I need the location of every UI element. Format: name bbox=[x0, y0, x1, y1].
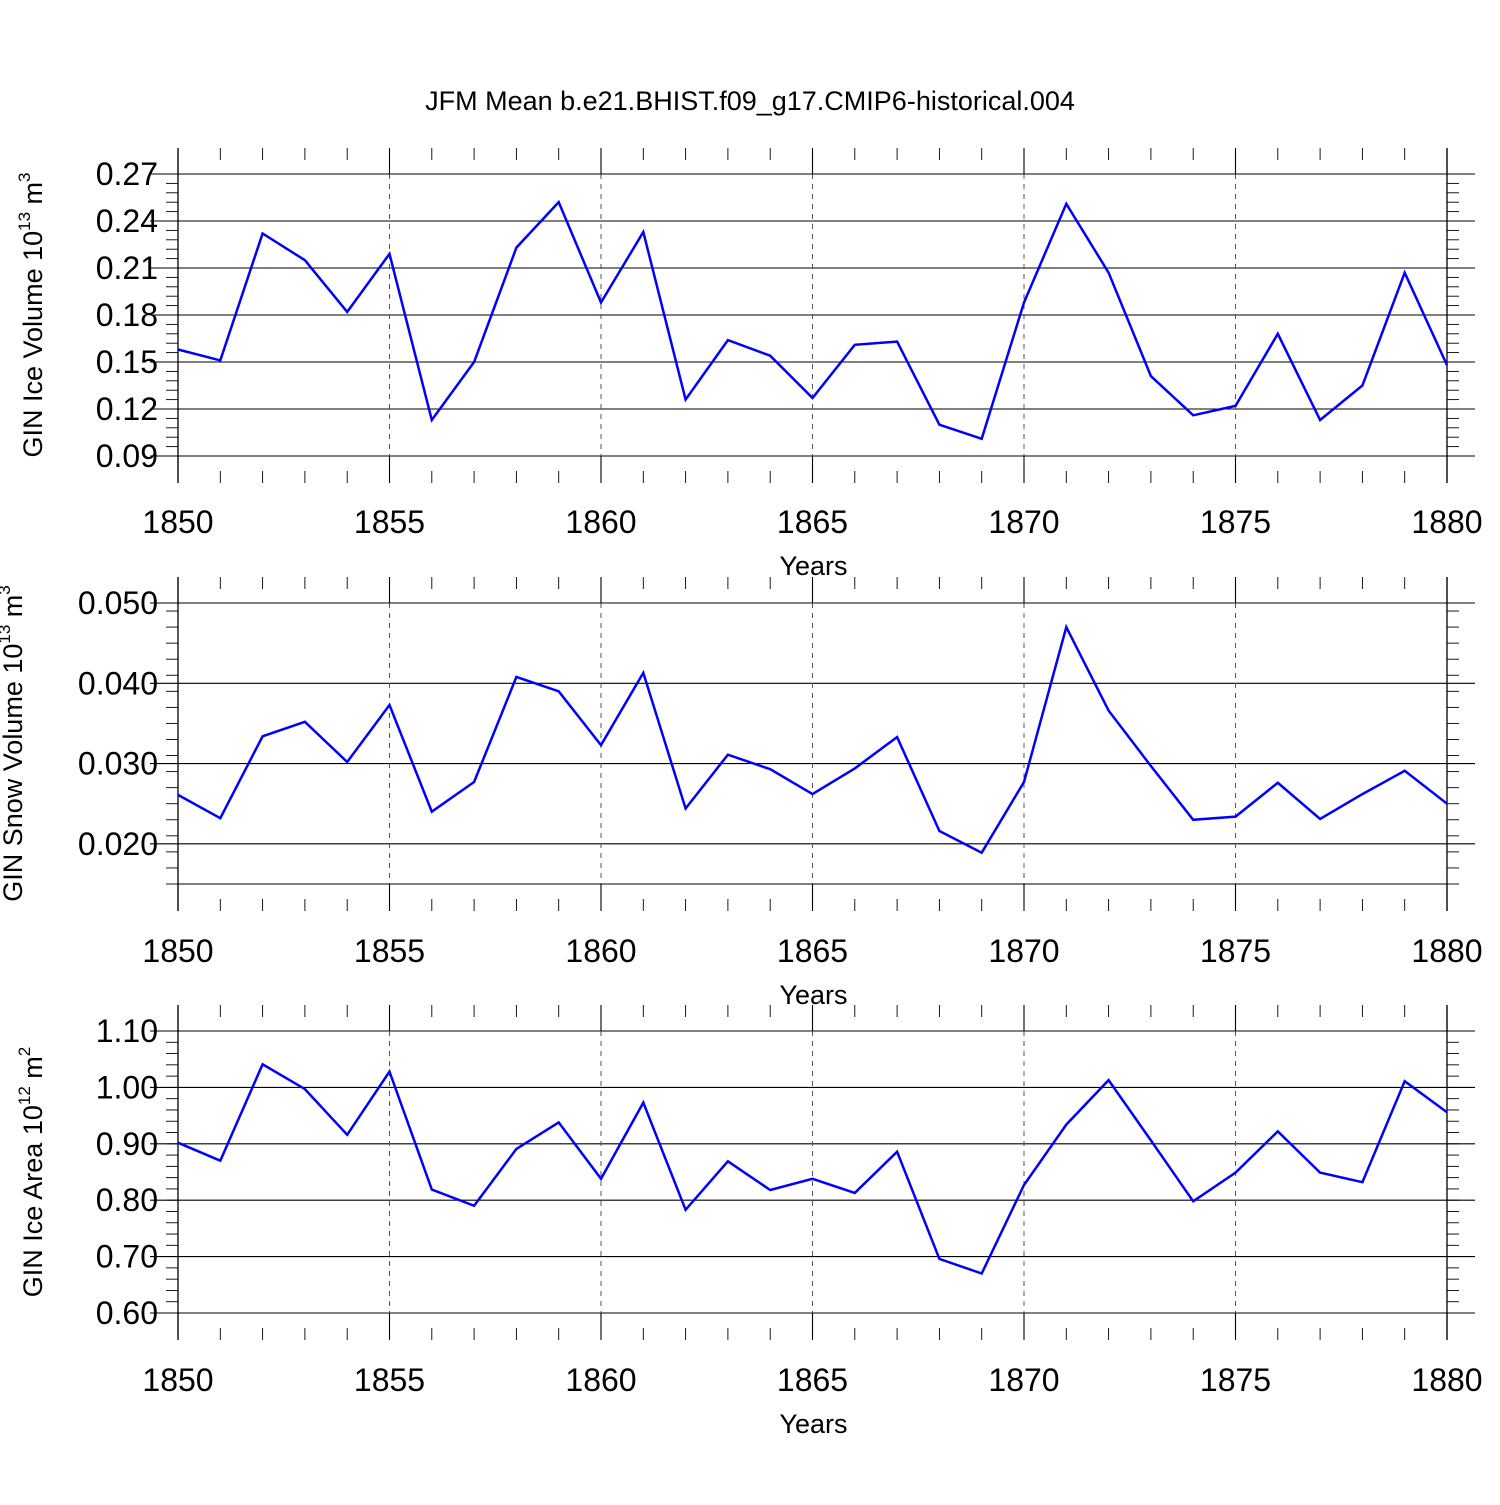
y-axis-label-superscript: 13 bbox=[15, 212, 34, 231]
x-tick-label: 1855 bbox=[354, 1362, 425, 1398]
x-tick-label: 1870 bbox=[988, 1362, 1059, 1398]
panel-3: 0.60 0.70 0.80 0.90 1.00 1.10 1850 1855 1860 1865… bbox=[15, 1005, 1483, 1439]
x-tick-label: 1870 bbox=[988, 933, 1059, 969]
y-axis-label-superscript: 3 bbox=[15, 172, 34, 181]
y-tick-label: 1.00 bbox=[96, 1069, 158, 1105]
y-tick-label: 0.24 bbox=[96, 203, 158, 239]
x-tick-label: 1855 bbox=[354, 933, 425, 969]
y-tick-label: 0.050 bbox=[78, 585, 158, 621]
x-tick-label: 1860 bbox=[565, 933, 636, 969]
y-axis-label-superscript: 12 bbox=[15, 1086, 34, 1105]
y-axis-label-superscript: 2 bbox=[15, 1047, 34, 1056]
series-line bbox=[177, 1062, 1448, 1276]
y-tick-label: 0.21 bbox=[96, 250, 158, 286]
y-axis-label: GIN Ice Volume 1013 m3 bbox=[15, 172, 48, 457]
x-tick-label: 1855 bbox=[354, 504, 425, 540]
y-tick-label: 0.60 bbox=[96, 1295, 158, 1331]
y-tick-label: 0.020 bbox=[78, 826, 158, 862]
y-tick-label: 0.70 bbox=[96, 1239, 158, 1275]
y-axis-label: GIN Snow Volume 1013 m3 bbox=[0, 585, 28, 902]
y-axis-label-text: m bbox=[18, 1056, 48, 1086]
x-tick-label: 1875 bbox=[1200, 933, 1271, 969]
x-tick-label: 1865 bbox=[777, 1362, 848, 1398]
x-tick-label: 1865 bbox=[777, 504, 848, 540]
y-tick-label: 0.040 bbox=[78, 665, 158, 701]
y-tick-label: 1.10 bbox=[96, 1013, 158, 1049]
x-axis-label: Years bbox=[779, 1409, 847, 1439]
x-axis-label: Years bbox=[779, 551, 847, 581]
y-tick-label: 0.15 bbox=[96, 344, 158, 380]
y-axis-label-text: m bbox=[18, 182, 48, 212]
x-tick-label: 1875 bbox=[1200, 1362, 1271, 1398]
x-tick-label: 1880 bbox=[1411, 504, 1482, 540]
y-tick-label: 0.030 bbox=[78, 746, 158, 782]
x-axis-label: Years bbox=[779, 980, 847, 1010]
x-tick-label: 1850 bbox=[142, 504, 213, 540]
x-tick-label: 1860 bbox=[565, 504, 636, 540]
panel-2: 0.020 0.030 0.040 0.050 1850 1855 1860 1865 1870… bbox=[0, 577, 1483, 1010]
y-axis-label-text: m bbox=[0, 595, 28, 625]
y-axis-label-text: GIN Ice Area 10 bbox=[18, 1105, 48, 1297]
y-tick-label: 0.80 bbox=[96, 1182, 158, 1218]
x-tick-label: 1865 bbox=[777, 933, 848, 969]
y-tick-label: 0.18 bbox=[96, 297, 158, 333]
x-tick-label: 1860 bbox=[565, 1362, 636, 1398]
y-tick-label: 0.09 bbox=[96, 438, 158, 474]
x-tick-label: 1850 bbox=[142, 1362, 213, 1398]
series-line bbox=[177, 623, 1448, 855]
x-tick-label: 1880 bbox=[1411, 933, 1482, 969]
y-axis-label: GIN Ice Area 1012 m2 bbox=[15, 1047, 48, 1298]
x-tick-label: 1875 bbox=[1200, 504, 1271, 540]
x-tick-label: 1850 bbox=[142, 933, 213, 969]
y-axis-label-text: GIN Ice Volume 10 bbox=[18, 231, 48, 458]
y-tick-label: 0.12 bbox=[96, 391, 158, 427]
y-tick-label: 0.90 bbox=[96, 1126, 158, 1162]
x-tick-label: 1880 bbox=[1411, 1362, 1482, 1398]
y-axis-label-text: GIN Snow Volume 10 bbox=[0, 644, 28, 902]
y-tick-label: 0.27 bbox=[96, 156, 158, 192]
figure-title: JFM Mean b.e21.BHIST.f09_g17.CMIP6-histo… bbox=[425, 86, 1075, 116]
y-axis-label-superscript: 13 bbox=[0, 625, 14, 644]
x-tick-label: 1870 bbox=[988, 504, 1059, 540]
y-axis-label-superscript: 3 bbox=[0, 585, 14, 594]
panel-1: 0.09 0.12 0.15 0.18 0.21 0.24 0.27 1850 1855 1860… bbox=[15, 148, 1483, 581]
series-line bbox=[177, 199, 1449, 441]
